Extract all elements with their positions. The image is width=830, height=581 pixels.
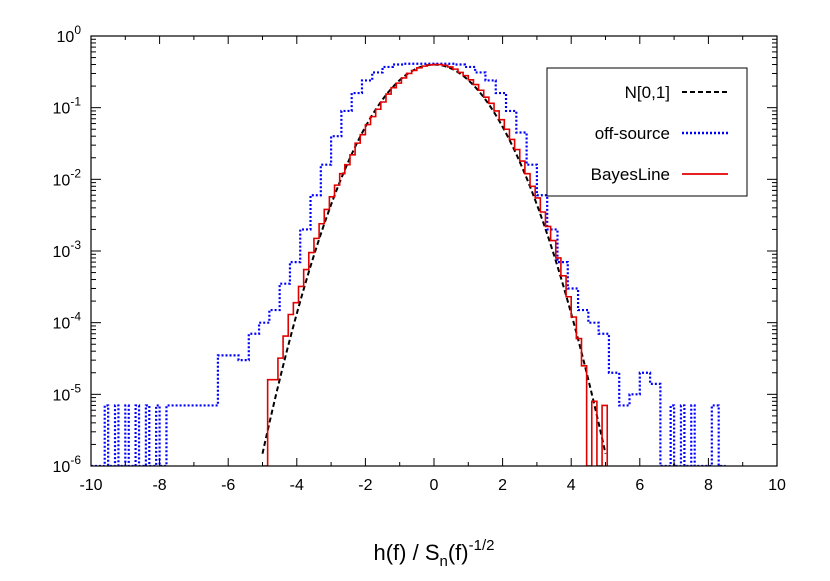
- y-tick-label: 10-1: [53, 95, 82, 118]
- x-tick-label: 0: [430, 477, 439, 494]
- legend-label-off-source: off-source: [595, 124, 670, 143]
- labels-layer: -10 -8 -6 -4 -2 0 2 4 6 8 10 100 10-1 10-2 10-3 10-4 10-…: [53, 23, 786, 494]
- y-tick-label: 10-6: [53, 453, 82, 476]
- x-axis-title: h(f) / Sn(f)-1/2: [374, 537, 495, 570]
- x-tick-label: -2: [358, 477, 372, 494]
- x-tick-label: 6: [635, 477, 644, 494]
- ticks-layer: [90, 35, 778, 467]
- x-tick-label: -6: [221, 477, 235, 494]
- x-tick-label: 4: [567, 477, 576, 494]
- y-tick-label: 10-3: [53, 238, 82, 261]
- series-layer: [91, 62, 726, 466]
- legend-label-bayesline: BayesLine: [591, 165, 670, 184]
- x-tick-label: 8: [704, 477, 713, 494]
- series-line-2: [262, 63, 609, 466]
- y-tick-label: 10-2: [53, 166, 82, 189]
- x-tick-label: 10: [768, 477, 786, 494]
- x-tick-label: 2: [498, 477, 507, 494]
- x-tick-label: -8: [152, 477, 166, 494]
- y-tick-label: 10-4: [53, 310, 82, 333]
- y-tick-label: 100: [57, 23, 82, 46]
- legend: N[0,1] off-source BayesLine: [546, 67, 748, 197]
- y-tick-label: 10-5: [53, 381, 82, 404]
- legend-label-normal: N[0,1]: [625, 83, 670, 102]
- x-tick-label: -10: [79, 477, 102, 494]
- x-tick-label: -4: [290, 477, 304, 494]
- series-line-1: [91, 62, 726, 466]
